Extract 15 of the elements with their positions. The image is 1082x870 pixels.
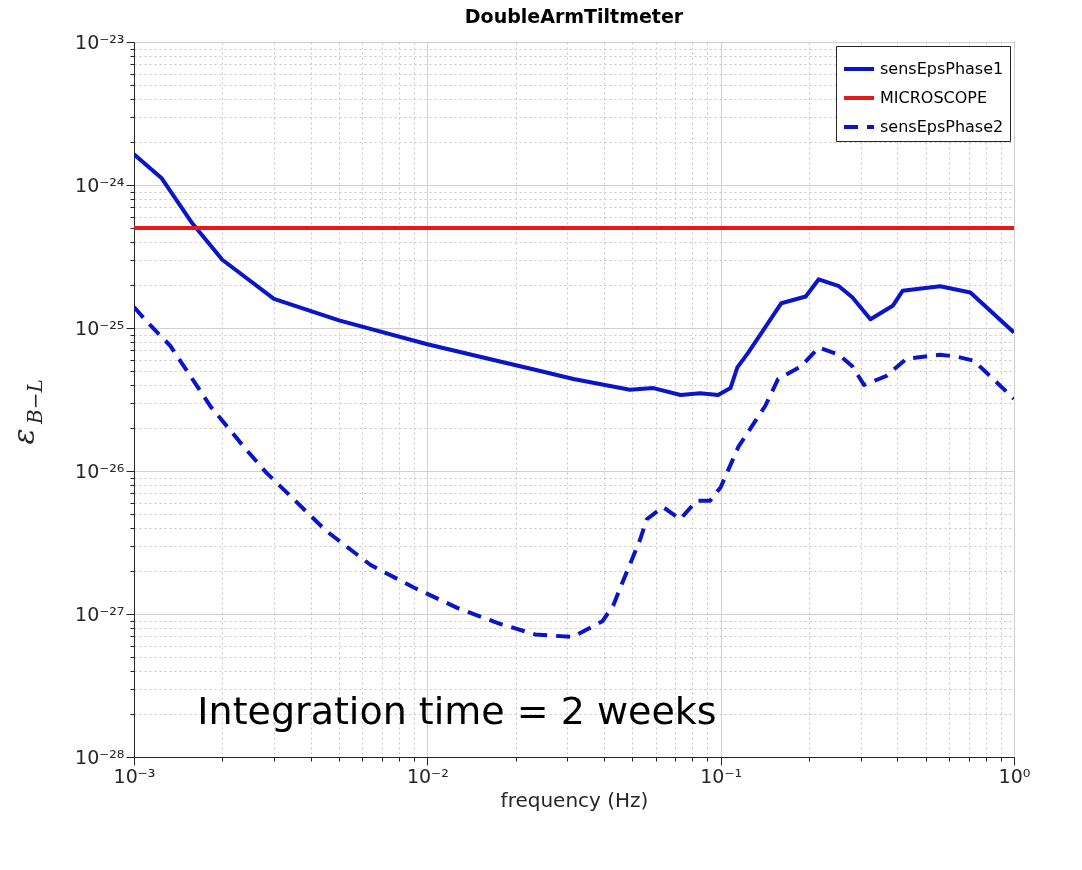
annotation: Integration time = 2 weeks (197, 688, 717, 733)
y-tick-label: 10⁻²⁶ (75, 459, 125, 482)
x-tick-label: 10⁻² (406, 764, 449, 787)
x-tick-label: 10⁻¹ (700, 764, 743, 787)
legend-label: MICROSCOPE (880, 88, 988, 107)
y-axis-title: εB−L (6, 379, 47, 445)
legend-label: sensEpsPhase2 (880, 117, 1004, 136)
y-tick-label: 10⁻²⁴ (75, 173, 125, 196)
chart-title: DoubleArmTiltmeter (464, 5, 684, 27)
legend-label: sensEpsPhase1 (880, 59, 1004, 78)
y-tick-label: 10⁻²⁵ (75, 316, 125, 339)
x-tick-label: 10⁰ (998, 764, 1031, 787)
y-tick-label: 10⁻²⁷ (75, 602, 125, 625)
y-tick-label: 10⁻²³ (75, 30, 125, 53)
x-axis-title: frequency (Hz) (500, 787, 649, 812)
